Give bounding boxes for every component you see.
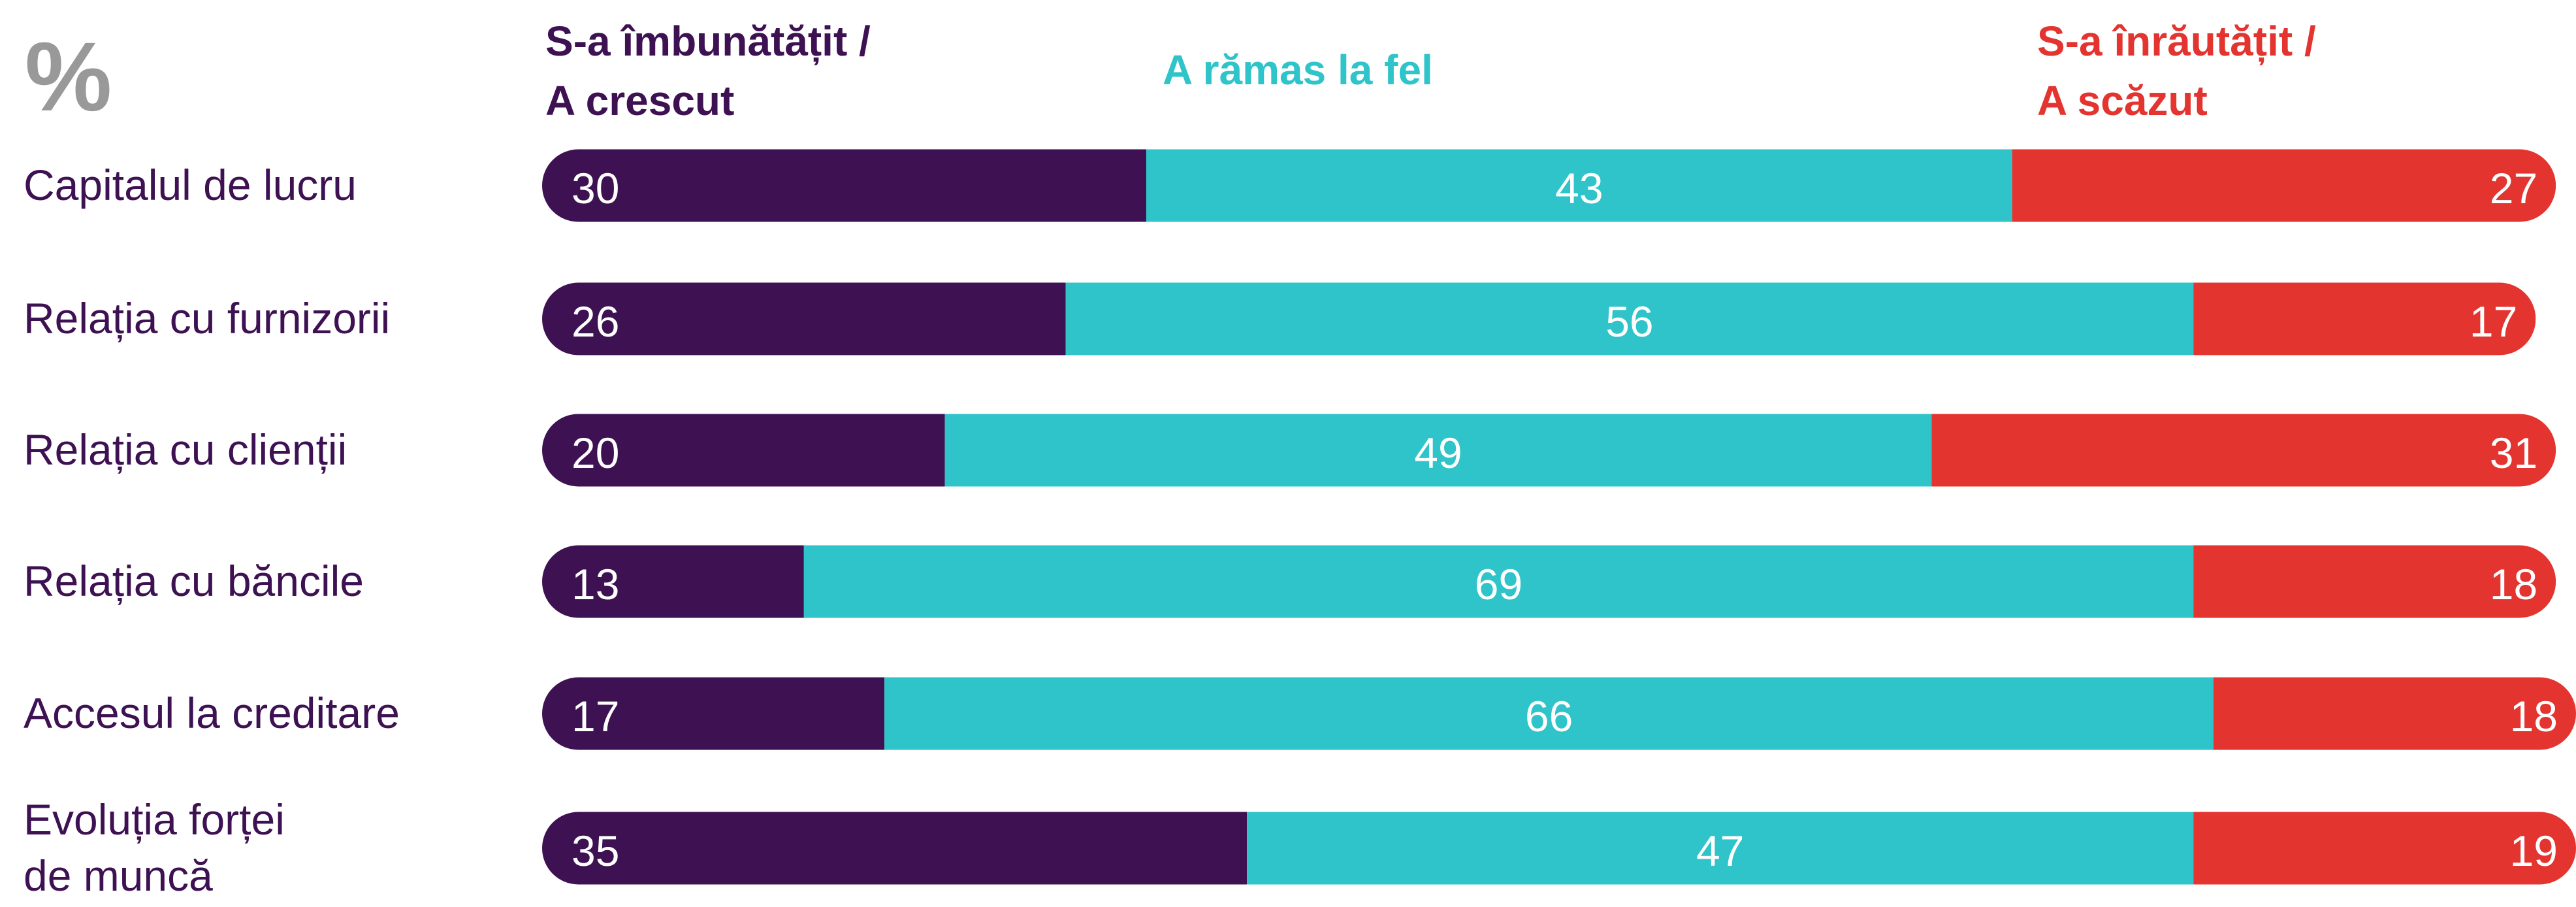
bar-segment <box>2193 812 2576 885</box>
value-label: 26 <box>572 297 619 346</box>
bar-segment <box>1247 812 2194 885</box>
value-label: 17 <box>2470 297 2517 346</box>
value-label: 20 <box>572 429 619 477</box>
legend-label: S-a îmbunătățit / A crescut <box>545 18 871 124</box>
value-label: 27 <box>2490 164 2537 212</box>
bar-segment <box>2193 545 2556 618</box>
bar-segment <box>2012 149 2556 222</box>
bar-segment <box>542 545 804 618</box>
category-label: Relația cu băncile <box>24 557 364 606</box>
chart-title: % <box>25 22 112 131</box>
legend-label: A rămas la fel <box>1163 46 1433 93</box>
category-label: Relația cu clienții <box>24 425 347 474</box>
bar-segment <box>1065 282 2194 355</box>
value-label: 17 <box>572 692 619 740</box>
value-label: 19 <box>2510 827 2558 875</box>
value-label: 35 <box>572 827 619 875</box>
category-label: Relația cu furnizorii <box>24 294 391 343</box>
bar-segment <box>944 414 1932 487</box>
bar-segment <box>2214 677 2576 750</box>
bar-segment <box>1146 149 2012 222</box>
value-label: 30 <box>572 164 619 212</box>
value-label: 47 <box>1696 827 1744 875</box>
value-label: 43 <box>1555 164 1603 212</box>
value-label: 13 <box>572 560 619 608</box>
value-label: 18 <box>2510 692 2558 740</box>
bar-segment <box>884 677 2214 750</box>
bar-segment <box>542 149 1146 222</box>
value-label: 56 <box>1605 297 1653 346</box>
value-label: 69 <box>1475 560 1522 608</box>
bar-segment <box>542 812 1248 885</box>
value-label: 49 <box>1414 429 1462 477</box>
bar-segment <box>2193 282 2536 355</box>
bar-segment <box>542 414 945 487</box>
value-label: 31 <box>2490 429 2537 477</box>
legend-label: S-a înrăutățit / A scăzut <box>2037 18 2316 124</box>
category-label: Accesul la creditare <box>24 689 400 738</box>
value-label: 66 <box>1525 692 1573 740</box>
category-label: Capitalul de lucru <box>24 161 357 210</box>
bar-segment <box>542 677 885 750</box>
bar-segment <box>542 282 1066 355</box>
bar-segment <box>1931 414 2556 487</box>
value-label: 18 <box>2490 560 2537 608</box>
bar-segment <box>803 545 2194 618</box>
category-label: Evoluția forței de muncă <box>24 795 285 900</box>
